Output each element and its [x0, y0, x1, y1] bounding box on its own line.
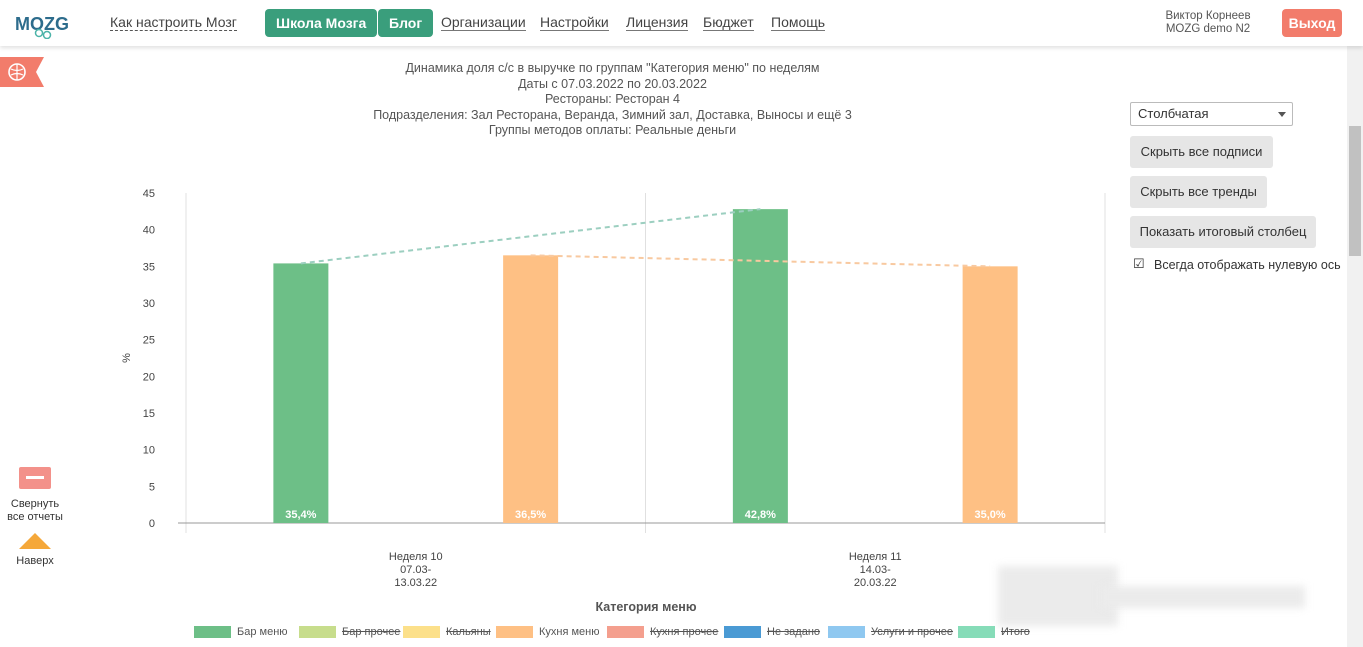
- title-line: Даты с 07.03.2022 по 20.03.2022: [518, 76, 707, 91]
- y-tick-label: 15: [143, 408, 155, 420]
- legend-label: Кухня прочее: [650, 626, 719, 638]
- collapse-all-label[interactable]: Свернуть все отчеты: [0, 498, 70, 523]
- chart-type-select[interactable]: Столбчатая: [1130, 102, 1293, 126]
- x-tick-label: 20.03.22: [854, 577, 897, 589]
- x-tick-label: 13.03.22: [394, 577, 437, 589]
- school-button[interactable]: Школа Мозга: [265, 9, 378, 37]
- trend-line: [300, 208, 761, 265]
- page-scrollbar[interactable]: [1347, 46, 1363, 647]
- legend-item[interactable]: Услуги и прочее: [828, 626, 953, 639]
- y-tick-label: 35: [143, 261, 155, 273]
- collapse-label-line: все отчеты: [7, 510, 63, 523]
- zero-axis-label[interactable]: Всегда отображать нулевую ось: [1154, 258, 1341, 272]
- legend-item[interactable]: Кальяны: [403, 626, 491, 639]
- legend-swatch: [299, 626, 336, 638]
- y-tick-label: 10: [143, 445, 155, 457]
- legend-item[interactable]: Бар прочее: [299, 626, 400, 639]
- x-axis-label: Категория меню: [596, 600, 697, 614]
- x-tick-label: 07.03-: [400, 564, 432, 576]
- legend-label: Не задано: [767, 626, 821, 638]
- bar: [273, 263, 329, 523]
- bar-value-label: 36,5%: [515, 509, 546, 521]
- nav-how-to-setup[interactable]: Как настроить Мозг: [110, 14, 237, 31]
- nav-budget[interactable]: Бюджет: [703, 14, 754, 31]
- legend-swatch: [496, 626, 533, 638]
- blurred-region: [1100, 586, 1305, 608]
- legend-label: Бар меню: [237, 626, 288, 638]
- collapse-label-line: Свернуть: [10, 498, 60, 510]
- collapse-all-icon[interactable]: [19, 467, 51, 489]
- logo-text: MOZG: [15, 14, 69, 34]
- bar-value-label: 35,0%: [975, 509, 1006, 521]
- bar-value-label: 42,8%: [745, 509, 776, 521]
- y-tick-label: 20: [143, 371, 155, 383]
- legend-label: Бар прочее: [342, 626, 401, 638]
- user-org: MOZG demo N2: [1165, 23, 1251, 35]
- legend-swatch: [194, 626, 231, 638]
- report-title: Динамика доля с/с в выручке по группам "…: [330, 61, 895, 139]
- caret-down-icon: [1278, 112, 1286, 117]
- title-line: Группы методов оплаты: Реальные деньги: [488, 123, 737, 137]
- y-tick-label: 40: [143, 225, 155, 237]
- arrow-up-icon[interactable]: [19, 533, 51, 549]
- blog-button[interactable]: Блог: [378, 9, 434, 37]
- legend-item[interactable]: Кухня прочее: [607, 626, 718, 639]
- title-line: Подразделения: Зал Ресторана, Веранда, З…: [373, 107, 852, 122]
- bar-chart: 0 5 10 15 20 25 30 35 40 45% 35,4% 42,8% 36,5% 35,0% Н…: [121, 188, 1106, 614]
- bar: [962, 266, 1018, 523]
- legend-swatch: [828, 626, 865, 638]
- legend-label: Кухня меню: [539, 626, 600, 638]
- legend-swatch: [958, 626, 995, 638]
- legend-item[interactable]: Кухня меню: [496, 626, 600, 639]
- legend-label: Итого: [1001, 626, 1030, 638]
- user-info[interactable]: Виктор Корнеев MOZG demo N2: [1162, 10, 1254, 36]
- y-tick-label: 30: [143, 298, 155, 310]
- logout-button[interactable]: Выход: [1282, 9, 1342, 37]
- title-line: Рестораны: Ресторан 4: [544, 92, 681, 106]
- chart-type-value: Столбчатая: [1138, 106, 1209, 121]
- top-navbar: MOZG Как настроить Мозг Школа Мозга Блог…: [0, 0, 1363, 46]
- scrollbar-thumb[interactable]: [1349, 126, 1361, 256]
- legend-label: Кальяны: [446, 626, 491, 638]
- hide-labels-button[interactable]: Скрыть все подписи: [1130, 136, 1273, 168]
- legend-swatch: [403, 626, 440, 638]
- y-axis-label: %: [121, 353, 133, 363]
- legend-swatch: [607, 626, 644, 638]
- legend-swatch: [724, 626, 761, 638]
- trend-line: [530, 254, 991, 268]
- nav-organizations[interactable]: Организации: [441, 14, 526, 31]
- zero-axis-checkbox[interactable]: ☑: [1133, 256, 1145, 271]
- x-tick-label: Неделя 11: [849, 551, 902, 563]
- user-name: Виктор Корнеев: [1165, 10, 1251, 22]
- y-tick-label: 5: [149, 481, 155, 493]
- scroll-top-label[interactable]: Наверх: [16, 555, 54, 567]
- legend-label: Услуги и прочее: [871, 626, 954, 638]
- show-total-button[interactable]: Показать итоговый столбец: [1130, 216, 1316, 248]
- bar-value-label: 35,4%: [285, 509, 316, 521]
- legend-item[interactable]: Бар меню: [194, 626, 288, 639]
- nav-license[interactable]: Лицензия: [626, 14, 689, 31]
- x-tick-label: 14.03-: [860, 564, 892, 576]
- bar: [503, 255, 559, 524]
- title-line: Динамика доля с/с в выручке по группам "…: [405, 61, 820, 75]
- y-tick-label: 45: [143, 188, 155, 200]
- y-tick-label: 0: [149, 518, 155, 530]
- legend-item[interactable]: Итого: [958, 626, 1030, 639]
- hide-trends-button[interactable]: Скрыть все тренды: [1130, 176, 1267, 208]
- x-tick-label: Неделя 10: [389, 551, 443, 563]
- legend-item[interactable]: Не задано: [724, 626, 820, 639]
- bar: [732, 209, 788, 523]
- nav-help[interactable]: Помощь: [771, 14, 826, 31]
- brain-ribbon-icon[interactable]: [0, 57, 44, 87]
- blurred-region: [998, 566, 1118, 626]
- mozg-logo[interactable]: MOZG: [14, 9, 74, 39]
- nav-settings[interactable]: Настройки: [540, 14, 609, 31]
- y-tick-label: 25: [143, 335, 155, 347]
